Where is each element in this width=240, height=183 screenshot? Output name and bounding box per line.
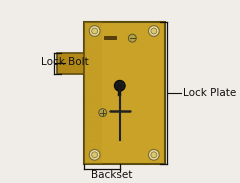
Circle shape <box>149 26 159 36</box>
Bar <box>57 53 84 74</box>
Bar <box>104 36 116 39</box>
Circle shape <box>99 109 107 117</box>
Circle shape <box>89 26 100 36</box>
Circle shape <box>151 28 157 34</box>
Circle shape <box>151 152 157 158</box>
Bar <box>118 86 121 96</box>
Circle shape <box>114 80 125 91</box>
Text: Lock Plate: Lock Plate <box>183 88 237 98</box>
Circle shape <box>92 152 98 158</box>
Text: Backset: Backset <box>91 170 132 180</box>
Circle shape <box>92 28 98 34</box>
Circle shape <box>89 150 100 160</box>
Circle shape <box>149 150 159 160</box>
Circle shape <box>128 34 136 42</box>
Bar <box>84 22 165 164</box>
Text: Lock Bolt: Lock Bolt <box>41 57 89 67</box>
Bar <box>84 22 102 164</box>
